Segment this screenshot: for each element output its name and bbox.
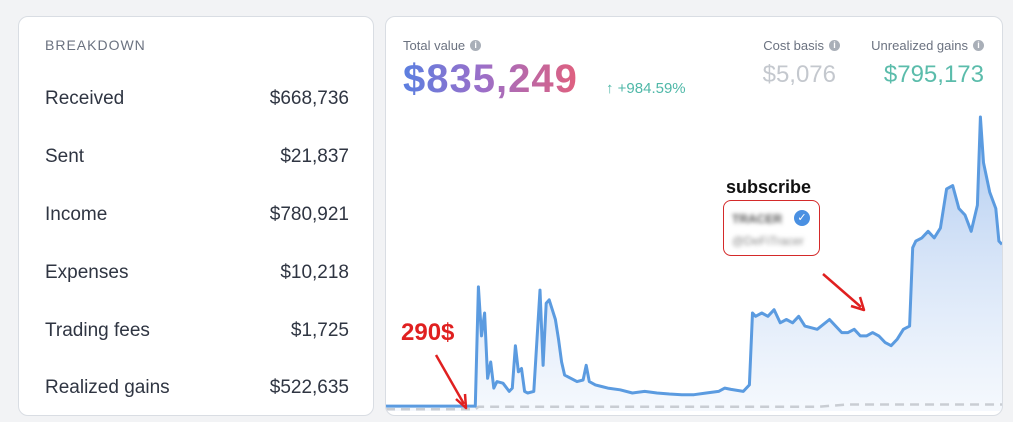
breakdown-row-realized-gains[interactable]: Realized gains $522,635 <box>45 373 349 403</box>
blurred-account-handle: @DeFiTracer <box>732 234 804 248</box>
breakdown-value: $668,736 <box>269 88 349 109</box>
breakdown-label: Income <box>45 204 108 225</box>
portfolio-chart-card: Total value i $835,249 ↑ +984.59% Cost ba… <box>385 16 1003 416</box>
total-value-line <box>386 115 1002 408</box>
arrowhead-subscribe <box>850 296 866 312</box>
breakdown-label: Trading fees <box>45 320 150 341</box>
breakdown-title: BREAKDOWN <box>45 37 146 53</box>
unrealized-gains-value: $795,173 <box>883 61 984 88</box>
cost-basis-line <box>386 403 1002 411</box>
breakdown-label: Sent <box>45 146 85 167</box>
value-chart[interactable] <box>386 17 1003 416</box>
breakdown-row-income[interactable]: Income $780,921 <box>45 200 349 230</box>
value-area <box>386 117 1002 411</box>
verified-icon: ✓ <box>794 210 810 226</box>
total-value-label: Total value i <box>403 38 482 53</box>
price-annotation: 290$ <box>401 319 455 346</box>
breakdown-value: $10,218 <box>280 262 349 283</box>
unrealized-gains-label: Unrealized gains i <box>871 38 984 53</box>
subscribe-account-box: TRACER ✓ @DeFiTracer <box>723 200 820 256</box>
subscribe-annotation: subscribe <box>726 177 812 197</box>
breakdown-row-received[interactable]: Received $668,736 <box>45 84 349 114</box>
breakdown-row-sent[interactable]: Sent $21,837 <box>45 142 349 172</box>
breakdown-value: $522,635 <box>269 377 349 398</box>
arrow-to-subscribe <box>822 273 862 308</box>
cost-basis-value: $5,076 <box>762 61 836 88</box>
breakdown-label: Expenses <box>45 262 129 283</box>
breakdown-value: $21,837 <box>280 146 349 167</box>
breakdown-value: $780,921 <box>269 204 349 225</box>
cost-basis-label: Cost basis i <box>763 38 840 53</box>
info-icon[interactable]: i <box>829 40 840 51</box>
arrowhead-jump <box>455 393 468 410</box>
breakdown-row-expenses[interactable]: Expenses $10,218 <box>45 258 349 288</box>
total-value: $835,249 <box>403 57 578 101</box>
breakdown-value: $1,725 <box>290 320 349 341</box>
blurred-account-name: TRACER <box>732 212 782 226</box>
breakdown-label: Realized gains <box>45 377 170 398</box>
info-icon[interactable]: i <box>470 40 482 51</box>
percent-change: ↑ +984.59% <box>606 80 686 97</box>
breakdown-label: Received <box>45 88 125 109</box>
arrow-to-jump <box>434 354 466 405</box>
breakdown-card: BREAKDOWN Received $668,736 Sent $21,837… <box>18 16 374 416</box>
breakdown-row-trading-fees[interactable]: Trading fees $1,725 <box>45 316 349 346</box>
info-icon[interactable]: i <box>973 40 984 51</box>
